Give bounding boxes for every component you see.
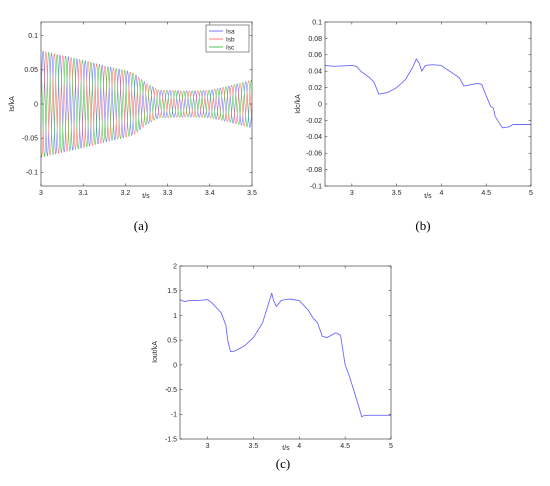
x-tick-label: 3.3 — [163, 190, 173, 197]
x-tick-label: 3 — [206, 443, 210, 450]
y-axis-label: Iout/kA — [152, 341, 159, 363]
x-tick-label: 4 — [439, 190, 443, 197]
x-tick-label: 5 — [389, 443, 393, 450]
y-tick-label: 1 — [173, 313, 177, 320]
y-tick-label: 0 — [173, 362, 177, 369]
y-tick-label: 0.02 — [308, 85, 322, 92]
x-axis-label: t/s — [424, 193, 432, 200]
y-tick-label: -0.1 — [26, 170, 38, 177]
panel-c: 3 3.5 4 4.5 5 -1.5 -1 -0.5 0 0.5 1 1.5 2 t/s Iout/kA (c… — [152, 263, 393, 471]
panel-caption: (a) — [134, 218, 148, 233]
x-tick-label: 3 — [350, 190, 354, 197]
legend-label-isa: Isa — [226, 28, 235, 35]
y-tick-label: 0.1 — [28, 33, 38, 40]
y-tick-label: 0.08 — [308, 36, 322, 43]
y-tick-label: 0.04 — [308, 69, 322, 76]
y-tick-label: 0 — [318, 101, 322, 108]
y-tick-label: 1.5 — [167, 288, 177, 295]
y-tick-label: -0.04 — [306, 134, 322, 141]
legend-label-isb: Isb — [226, 36, 235, 43]
x-tick-label: 3.5 — [249, 443, 259, 450]
x-tick-label: 3.5 — [392, 190, 402, 197]
plot-area — [180, 266, 391, 439]
y-tick-label: 0.5 — [167, 338, 177, 345]
panel-caption: (c) — [276, 456, 290, 471]
x-tick-label: 3.4 — [205, 190, 215, 197]
y-tick-label: -1.5 — [165, 436, 177, 443]
panel-b: 3 3.5 4 4.5 5 -0.1 -0.08 -0.06 -0.04 -0.02 0 0.02 0.… — [295, 19, 533, 233]
x-tick-label: 4.5 — [340, 443, 350, 450]
legend-label-isc: Isc — [226, 44, 235, 51]
y-tick-label: -0.5 — [165, 387, 177, 394]
x-tick-label: 4 — [297, 443, 301, 450]
y-tick-label: -0.06 — [306, 151, 322, 158]
y-axis-label: Is/kA — [9, 96, 16, 112]
y-tick-label: -0.1 — [310, 183, 322, 190]
x-tick-label: 4.5 — [481, 190, 491, 197]
y-tick-label: -0.02 — [306, 118, 322, 125]
y-tick-label: 0.1 — [312, 19, 322, 26]
panel-caption: (b) — [415, 218, 430, 233]
x-tick-label: 5 — [529, 190, 533, 197]
x-tick-label: 3.1 — [78, 190, 88, 197]
y-tick-label: -0.05 — [22, 136, 38, 143]
y-tick-label: -0.08 — [306, 167, 322, 174]
plot-area — [325, 22, 531, 186]
y-tick-label: 0.06 — [308, 52, 322, 59]
y-tick-label: 2 — [173, 263, 177, 270]
y-tick-label: 0 — [34, 101, 38, 108]
x-axis-label: t/s — [282, 445, 290, 452]
y-tick-label: -1 — [171, 412, 177, 419]
y-tick-label: 0.05 — [24, 67, 38, 74]
x-tick-label: 3.5 — [247, 190, 257, 197]
x-axis-label: t/s — [142, 193, 150, 200]
panel-a: 3 3.1 3.2 3.3 3.4 3.5 -0.1 -0.05 0 0.05 0.1 t/s Is/k… — [9, 22, 257, 233]
y-axis-label: Idc/kA — [295, 94, 302, 114]
x-tick-label: 3.2 — [121, 190, 131, 197]
x-tick-label: 3 — [39, 190, 43, 197]
